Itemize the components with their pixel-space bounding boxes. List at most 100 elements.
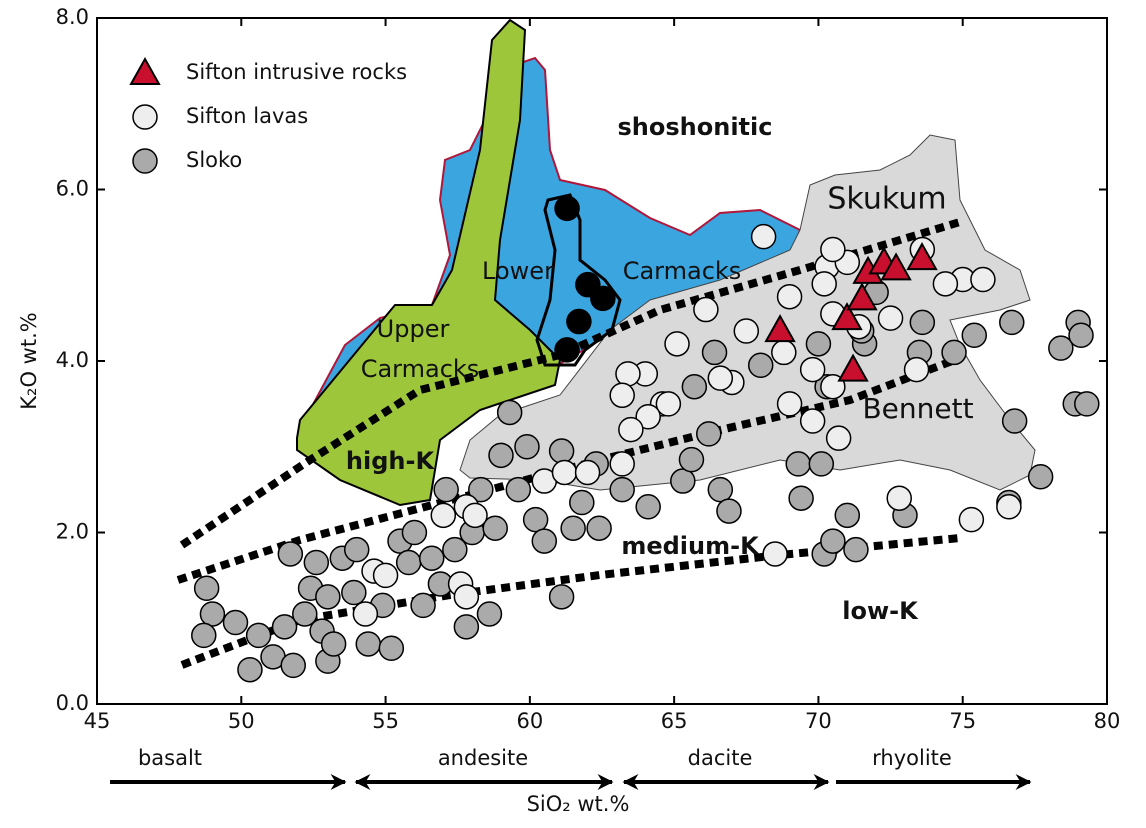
circle-point (609, 451, 635, 477)
circle-point (320, 631, 347, 657)
circle-point (670, 468, 696, 494)
circle-point (970, 266, 996, 293)
circle-point (554, 195, 580, 222)
y-axis-label: K₂O wt.% (17, 312, 41, 409)
circle-point (237, 656, 263, 683)
circle-point (811, 271, 837, 297)
circle-point (418, 545, 445, 571)
circle-point (453, 614, 480, 640)
circle-point (820, 528, 846, 554)
annotation: Lower (482, 257, 554, 285)
annotation: Carmacks (623, 257, 742, 285)
circle-point (462, 502, 488, 529)
x-axis-label: SiO₂ wt.% (527, 792, 630, 816)
x-tick-label: 75 (949, 709, 976, 733)
circle-point (315, 584, 341, 610)
circle-point (615, 361, 641, 387)
circle-point (514, 434, 540, 460)
circle-point (701, 339, 728, 366)
circle-point (903, 356, 930, 383)
rock-name: rhyolite (872, 746, 952, 770)
circle-point (378, 635, 405, 662)
upper-carmacks-field (296, 18, 562, 507)
annotation: Skukum (827, 182, 946, 217)
annotation: Upper (377, 315, 450, 343)
circle-point (271, 614, 298, 640)
circle-point (468, 476, 494, 503)
circle-point (193, 575, 220, 601)
circle-point (771, 339, 797, 366)
circle-point (696, 421, 722, 447)
circle-point (303, 549, 330, 576)
circle-point (958, 506, 985, 533)
circle-point (372, 562, 399, 589)
circle-point (476, 601, 503, 627)
circle-point (762, 541, 788, 567)
y-tick-label: 4.0 (56, 348, 89, 372)
circle-point (609, 382, 635, 409)
circle-point (590, 285, 616, 312)
circle-point (1074, 391, 1100, 417)
circle-point (716, 498, 742, 524)
annotation: high-K (346, 447, 436, 475)
circle-point (909, 309, 936, 336)
circle-point (961, 322, 988, 349)
annotation: Carmacks (361, 355, 480, 383)
x-tick-label: 50 (228, 709, 255, 733)
x-tick-label: 70 (805, 709, 832, 733)
circle-point (609, 476, 635, 503)
circle-point (707, 476, 734, 503)
rock-name: dacite (688, 746, 753, 770)
annotation: Bennett (862, 392, 973, 425)
y-tick-label: 8.0 (56, 5, 89, 29)
circle-point (551, 459, 578, 486)
triangle-point (764, 314, 796, 343)
triangle-point (846, 282, 878, 311)
annotation: shoshonitic (618, 113, 773, 141)
circle-point (482, 515, 508, 541)
circle-point (776, 283, 803, 310)
circle-point (635, 403, 661, 430)
circle-point (664, 331, 690, 357)
circle-point (618, 416, 644, 443)
points (191, 195, 1100, 683)
circle-point (886, 485, 912, 511)
fields (296, 18, 1036, 507)
circle-point (395, 549, 422, 576)
circle-point (496, 399, 523, 426)
circle-point (843, 536, 869, 563)
circle-point (799, 356, 826, 383)
circle-point (799, 408, 826, 434)
circle-point (1048, 335, 1074, 361)
legend-label: Sifton lavas (186, 104, 308, 128)
circle-point (808, 451, 835, 477)
circle-point (277, 541, 304, 567)
circle-point (401, 519, 428, 546)
circle-point (747, 352, 774, 379)
circle-point (554, 337, 580, 363)
circle-point (788, 485, 814, 511)
x-tick-label: 45 (84, 709, 111, 733)
circle-point (433, 476, 459, 503)
circle-point (1001, 408, 1028, 434)
circle-point (453, 584, 480, 610)
circle-point (1068, 322, 1094, 349)
circle-point (999, 309, 1025, 336)
circle-point (191, 622, 217, 649)
circle-point (1027, 464, 1054, 490)
circle-point (750, 223, 777, 250)
y-tick-label: 2.0 (56, 520, 89, 544)
circle-point (222, 609, 249, 636)
circle-point (693, 296, 719, 323)
circle-point (635, 494, 661, 520)
x-tick-label: 60 (516, 709, 543, 733)
circle-point (410, 592, 436, 619)
circle-point (199, 601, 226, 627)
rock-name: basalt (138, 746, 202, 770)
circle-point (341, 579, 367, 606)
circle-point (681, 373, 708, 400)
axes: 45 50 55 60 65 70 75 80 0.0 2.0 4.0 6.0 8.0 (56, 5, 1121, 733)
circle-point (834, 502, 861, 529)
circle-point (132, 104, 158, 130)
